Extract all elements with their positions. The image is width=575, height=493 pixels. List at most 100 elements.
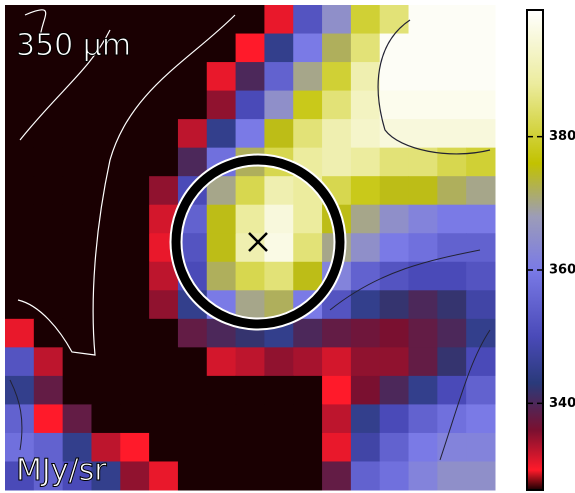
colorbar <box>526 9 544 491</box>
cell <box>62 461 92 491</box>
cell <box>149 404 179 434</box>
cell <box>235 62 265 92</box>
cell <box>437 204 467 234</box>
cell <box>91 5 121 35</box>
cell <box>408 290 438 320</box>
cell <box>91 318 121 348</box>
cell <box>62 90 92 120</box>
cell <box>379 5 410 35</box>
cell <box>264 5 294 35</box>
cell <box>293 33 323 63</box>
cell <box>350 119 381 149</box>
cell <box>437 290 467 320</box>
cell <box>437 233 467 263</box>
cell <box>322 432 352 462</box>
contour <box>9 379 23 451</box>
cell <box>33 461 64 491</box>
cell <box>91 404 121 434</box>
cell <box>264 233 294 263</box>
cell <box>62 33 92 63</box>
cell <box>120 90 150 120</box>
cell <box>120 147 150 177</box>
cell <box>120 375 150 405</box>
cell <box>149 5 179 35</box>
cell <box>379 233 410 263</box>
cell <box>33 119 64 149</box>
cell <box>379 290 410 320</box>
cell <box>322 404 352 434</box>
cell <box>408 261 438 291</box>
cell <box>206 62 237 92</box>
cell <box>149 62 179 92</box>
cell <box>437 404 467 434</box>
cell <box>437 33 467 63</box>
cell <box>293 5 323 35</box>
cell <box>350 90 381 120</box>
cell <box>322 33 352 63</box>
aperture <box>171 155 345 329</box>
cell <box>235 33 265 63</box>
cell <box>177 461 208 491</box>
cell <box>120 33 150 63</box>
cell <box>5 404 35 434</box>
cell <box>379 204 410 234</box>
cell <box>177 432 208 462</box>
cell <box>149 176 179 206</box>
cell <box>33 233 64 263</box>
cell <box>33 347 64 377</box>
cell <box>120 290 150 320</box>
cell <box>379 461 410 491</box>
cell <box>408 90 438 120</box>
cell <box>408 119 438 149</box>
cell <box>379 62 410 92</box>
cell <box>206 347 237 377</box>
cell <box>33 176 64 206</box>
cell <box>437 261 467 291</box>
cell <box>149 119 179 149</box>
cell <box>408 5 438 35</box>
cell <box>408 318 438 348</box>
cell <box>437 347 467 377</box>
cell <box>350 147 381 177</box>
cell <box>177 62 208 92</box>
cell <box>408 461 438 491</box>
cell <box>322 318 352 348</box>
cell <box>264 347 294 377</box>
cell <box>350 347 381 377</box>
cell <box>206 5 237 35</box>
cell <box>264 33 294 63</box>
cell <box>293 233 323 263</box>
cell <box>264 404 294 434</box>
cell <box>91 62 121 92</box>
cell <box>437 90 467 120</box>
cell <box>62 204 92 234</box>
cell <box>408 404 438 434</box>
cell <box>177 33 208 63</box>
cell <box>293 404 323 434</box>
cell <box>33 204 64 234</box>
cell <box>408 204 438 234</box>
cell <box>466 290 496 320</box>
cell <box>177 318 208 348</box>
cell <box>5 62 35 92</box>
cell <box>206 432 237 462</box>
cell <box>5 347 35 377</box>
cell <box>5 90 35 120</box>
cell <box>33 261 64 291</box>
cell <box>149 290 179 320</box>
cell <box>264 176 294 206</box>
cell <box>62 233 92 263</box>
cell <box>437 432 467 462</box>
cell <box>235 461 265 491</box>
cell <box>91 261 121 291</box>
contours <box>9 9 491 461</box>
cell <box>408 33 438 63</box>
cell <box>120 176 150 206</box>
cell <box>177 90 208 120</box>
cell <box>120 204 150 234</box>
cell <box>62 375 92 405</box>
cell <box>33 290 64 320</box>
contour <box>439 329 491 461</box>
cell <box>5 318 35 348</box>
